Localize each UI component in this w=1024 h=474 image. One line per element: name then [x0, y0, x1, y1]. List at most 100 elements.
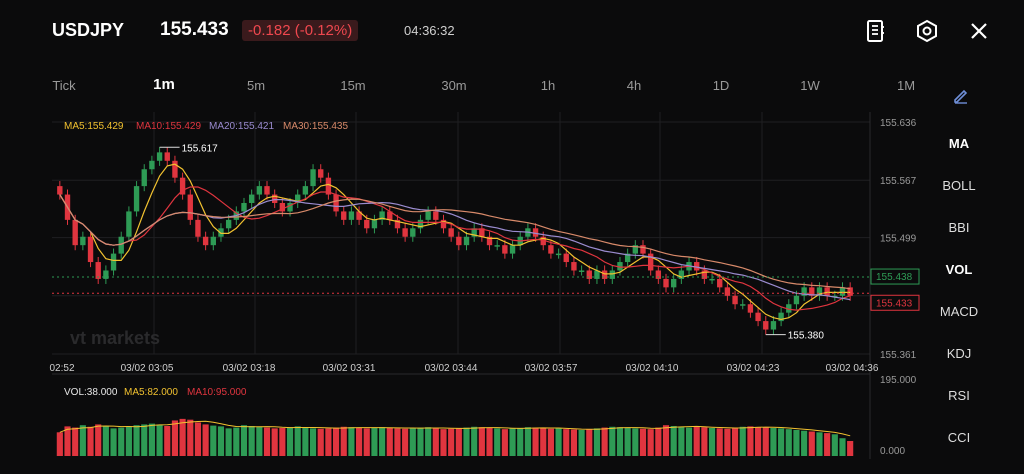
notebook-icon[interactable] — [862, 18, 888, 44]
candle-body — [440, 219, 447, 229]
candle-body — [156, 152, 163, 161]
candle-body — [463, 236, 470, 246]
x-tick-label: 03/02 04:10 — [626, 363, 679, 374]
price-chart[interactable]: vt markets MA5:155.429 MA10:155.429 MA20… — [0, 104, 924, 474]
candle-body — [494, 245, 500, 247]
x-tick-label: 02:52 — [49, 363, 74, 374]
volume-bar — [217, 426, 225, 456]
tab-30m[interactable]: 30m — [441, 78, 467, 93]
indicator-rsi[interactable]: RSI — [948, 388, 970, 403]
volume-bar — [317, 428, 324, 456]
close-icon[interactable] — [966, 18, 992, 44]
volume-bar — [685, 427, 693, 456]
x-tick-label: 03/02 04:23 — [727, 363, 780, 374]
tab-1h[interactable]: 1h — [540, 78, 556, 93]
indicator-kdj[interactable]: KDJ — [946, 346, 972, 361]
indicator-bbi[interactable]: BBI — [948, 220, 970, 235]
current-price-box — [870, 294, 920, 311]
candle-body — [110, 253, 117, 271]
volume-bar — [279, 427, 286, 456]
ma30-legend: MA30:155.435 — [283, 121, 348, 132]
vol-ma5-line — [59, 420, 851, 437]
candle-body — [609, 270, 615, 279]
candle-body — [57, 186, 63, 195]
volume-bar — [256, 426, 263, 456]
y-tick-label: 155.636 — [880, 118, 917, 129]
candle-body — [356, 211, 362, 220]
candle-body — [425, 211, 431, 220]
candle-body — [433, 211, 439, 220]
candle-body — [417, 219, 424, 229]
tab-1w[interactable]: 1W — [800, 78, 820, 93]
volume-bar — [432, 428, 439, 456]
candle-body — [824, 287, 830, 296]
indicator-cci[interactable]: CCI — [947, 430, 971, 445]
volume-bar — [425, 427, 432, 456]
volume-bar — [639, 428, 647, 456]
indicator-macd[interactable]: MACD — [939, 304, 979, 319]
candle-body — [847, 287, 853, 296]
tab-1d[interactable]: 1D — [712, 78, 730, 93]
x-tick-label: 03/02 03:44 — [425, 363, 478, 374]
indicator-ma[interactable]: MA — [948, 136, 970, 151]
candle-body — [563, 253, 569, 263]
volume-bar — [332, 427, 340, 456]
candle-body — [694, 262, 700, 271]
volume-bar — [463, 427, 470, 456]
volume-bar — [547, 428, 554, 456]
candle-body — [325, 177, 332, 195]
volume-bar — [148, 423, 155, 456]
candle-body — [548, 245, 554, 254]
candle-body — [264, 186, 270, 195]
tab-15m[interactable]: 15m — [340, 78, 366, 93]
tab-1mo[interactable]: 1M — [896, 78, 916, 93]
candle-body — [594, 270, 600, 279]
x-tick-label: 03/02 04:36 — [826, 363, 879, 374]
candle-body — [164, 152, 170, 161]
candle-body — [678, 270, 685, 279]
candle-body — [540, 236, 546, 246]
x-axis: 02:52 03/02 03:05 03/02 03:18 03/02 03:31 03… — [49, 363, 878, 374]
tab-1m[interactable]: 1m — [153, 76, 175, 93]
candle-body — [279, 202, 286, 212]
volume-bar — [64, 426, 71, 456]
volume-bar — [233, 427, 240, 456]
volume-bar — [755, 427, 762, 456]
candle-body — [202, 236, 209, 246]
candle-body — [172, 160, 178, 178]
candle-body — [601, 270, 608, 279]
annotations: 155.617 155.380 — [159, 143, 824, 342]
volume-bar — [808, 431, 815, 456]
candle-body — [333, 194, 339, 212]
volume-bar — [194, 422, 202, 456]
volume-bar — [202, 424, 209, 456]
volume-bars — [56, 418, 854, 456]
volume-bar — [831, 434, 838, 456]
volume-bar — [164, 425, 171, 456]
symbol-title[interactable]: USDJPY — [52, 20, 125, 40]
candle-body — [747, 304, 754, 313]
candle-body — [786, 304, 792, 313]
price-change-badge: -0.182 (-0.12%) — [242, 20, 359, 41]
candle-body — [256, 186, 263, 195]
indicator-boll[interactable]: BOLL — [942, 178, 976, 193]
draw-pencil-icon[interactable] — [952, 86, 970, 104]
candle-body — [717, 278, 723, 288]
volume-bar — [517, 427, 524, 456]
tab-tick[interactable]: Tick — [52, 78, 76, 93]
volume-bar — [72, 427, 79, 456]
candle-body — [80, 236, 86, 246]
settings-icon[interactable] — [914, 18, 940, 44]
indicator-vol[interactable]: VOL — [945, 262, 973, 277]
tab-5m[interactable]: 5m — [246, 78, 266, 93]
tab-4h[interactable]: 4h — [626, 78, 642, 93]
volume-bar — [555, 428, 562, 456]
volume-bar — [586, 429, 593, 456]
candle-body — [402, 228, 408, 237]
candle-body — [341, 211, 347, 220]
candle-body — [479, 228, 485, 237]
candle-body — [410, 228, 416, 237]
candle-body — [179, 177, 186, 195]
candle-body — [394, 219, 401, 229]
volume-bar — [187, 419, 194, 456]
